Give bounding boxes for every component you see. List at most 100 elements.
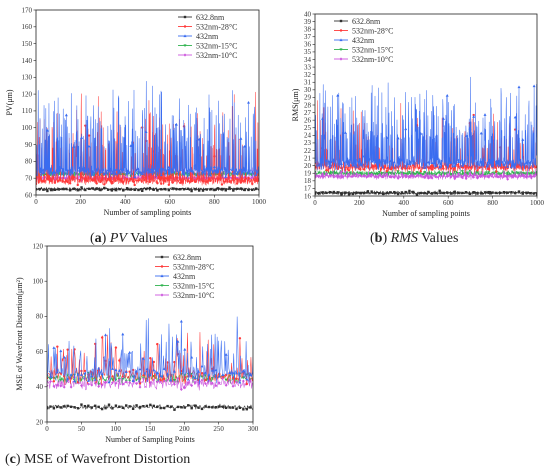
mse-point-2-145 xyxy=(145,367,149,371)
pv-point-1-459 xyxy=(137,179,140,182)
pv-point-2-51 xyxy=(45,128,49,132)
pv-point-0-680 xyxy=(186,187,189,191)
mse-point-0-20 xyxy=(59,406,62,409)
rms-point-4-969 xyxy=(528,173,532,177)
mse-legend-marker-4 xyxy=(160,293,164,297)
rms-point-1-782 xyxy=(487,167,490,171)
mse-point-0-100 xyxy=(114,404,118,407)
rms-point-1-612 xyxy=(449,167,453,170)
rms-point-4-357 xyxy=(392,175,396,179)
rms-point-0-799 xyxy=(491,191,494,194)
rms-point-2-238 xyxy=(366,158,370,162)
pv-point-1-544 xyxy=(156,181,159,185)
rms-series-line-2 xyxy=(315,76,537,172)
rms-point-1-442 xyxy=(412,163,415,167)
mse-point-0-110 xyxy=(121,406,124,409)
mse-point-4-195 xyxy=(179,387,183,391)
pv-point-1-850 xyxy=(224,180,227,183)
rms-point-0-901 xyxy=(514,191,517,195)
rms-xtick-label-0: 0 xyxy=(313,199,317,207)
pv-point-1-748 xyxy=(201,179,205,183)
rms-point-0-459 xyxy=(415,193,419,196)
rms-point-4-340 xyxy=(389,175,392,179)
pv-point-0-918 xyxy=(239,187,243,190)
rms-point-4-459 xyxy=(415,174,419,178)
pv-point-0-238 xyxy=(87,187,91,191)
mse-point-2-120 xyxy=(128,350,132,354)
mse-point-2-85 xyxy=(104,333,108,337)
pv-ytick-label-5: 110 xyxy=(22,107,33,115)
mse-point-2-225 xyxy=(200,364,204,368)
pv-point-2-918 xyxy=(239,137,243,140)
mse-point-2-290 xyxy=(245,377,249,381)
mse-point-2-50 xyxy=(79,373,83,376)
rms-point-0-595 xyxy=(446,191,449,194)
mse-point-1-95 xyxy=(111,375,114,378)
mse-legend: 632.8nm532nm-28°C432nm532nm-15°C532nm-10… xyxy=(155,253,214,300)
rms-point-4-816 xyxy=(494,172,498,176)
pv-point-2-544 xyxy=(155,169,159,172)
rms-point-4-986 xyxy=(532,174,536,179)
rms-series-group xyxy=(315,76,537,196)
mse-point-2-160 xyxy=(155,371,159,374)
rms-point-2-187 xyxy=(355,164,359,168)
rms-point-2-952 xyxy=(525,161,529,164)
pv-point-2-867 xyxy=(228,170,232,173)
mse-point-2-10 xyxy=(52,346,56,349)
rms-point-2-646 xyxy=(457,160,461,164)
mse-point-0-5 xyxy=(49,405,52,408)
rms-point-4-391 xyxy=(400,172,404,176)
rms-point-0-119 xyxy=(340,193,343,196)
mse-point-0-270 xyxy=(231,406,235,409)
pv-point-2-901 xyxy=(235,172,239,175)
rms-point-1-527 xyxy=(430,168,434,171)
pv-point-0-901 xyxy=(235,187,239,190)
rms-point-2-612 xyxy=(449,160,453,164)
rms-point-4-187 xyxy=(355,172,358,176)
mse-point-4-245 xyxy=(214,383,218,388)
pv-point-0-867 xyxy=(228,186,231,189)
rms-xtick-label-2: 400 xyxy=(399,199,410,207)
pv-point-0-374 xyxy=(118,187,121,191)
mse-point-0-165 xyxy=(159,406,162,410)
pv-point-2-85 xyxy=(53,170,57,174)
pv-point-2-884 xyxy=(231,171,235,175)
pv-point-2-170 xyxy=(72,145,76,148)
rms-point-0-663 xyxy=(461,191,464,195)
pv-point-1-340 xyxy=(110,182,114,185)
mse-point-4-20 xyxy=(59,384,63,388)
mse-point-2-65 xyxy=(90,374,94,378)
mse-point-0-15 xyxy=(56,405,59,409)
pv-point-4-136 xyxy=(64,176,68,180)
rms-point-3-561 xyxy=(438,171,442,175)
pv-point-2-442 xyxy=(133,175,137,179)
pv-point-2-765 xyxy=(205,166,209,170)
pv-series-markers-2 xyxy=(36,100,258,179)
mse-point-2-5 xyxy=(48,375,52,378)
rms-point-0-204 xyxy=(359,191,362,195)
mse-point-2-80 xyxy=(100,372,104,376)
pv-point-0-799 xyxy=(213,188,216,192)
pv-chart: 0 200 400 600 800 1000 60 70 80 90 100 110 120 130 140… xyxy=(5,6,267,217)
rms-point-3-493 xyxy=(423,171,427,174)
rms-point-0-680 xyxy=(464,191,468,194)
mse-y-axis-title: MSE of Wavefront Distortion(μm²) xyxy=(15,277,24,391)
mse-point-2-170 xyxy=(162,367,166,370)
mse-point-0-230 xyxy=(204,405,207,408)
rms-point-0-629 xyxy=(453,190,456,193)
pv-point-1-561 xyxy=(160,182,163,185)
mse-point-4-175 xyxy=(166,378,169,382)
mse-series-markers-2 xyxy=(47,319,252,384)
pv-ytick-label-10: 160 xyxy=(22,23,33,31)
mse-point-2-255 xyxy=(221,373,225,377)
pv-point-2-255 xyxy=(91,169,95,173)
rms-legend-label-3: 532nm-15°C xyxy=(352,45,393,54)
pv-legend-label-3: 532nm-15°C xyxy=(196,41,237,50)
rms-point-0-408 xyxy=(404,190,407,194)
mse-ytick-label-3: 80 xyxy=(36,313,44,321)
pv-point-1-867 xyxy=(228,180,231,183)
rms-ytick-label-3: 19 xyxy=(304,170,312,178)
pv-x-axis-title: Number of sampling points xyxy=(104,208,192,217)
mse-point-2-175 xyxy=(166,372,170,375)
mse-legend-label-1: 532nm-28°C xyxy=(173,262,214,271)
